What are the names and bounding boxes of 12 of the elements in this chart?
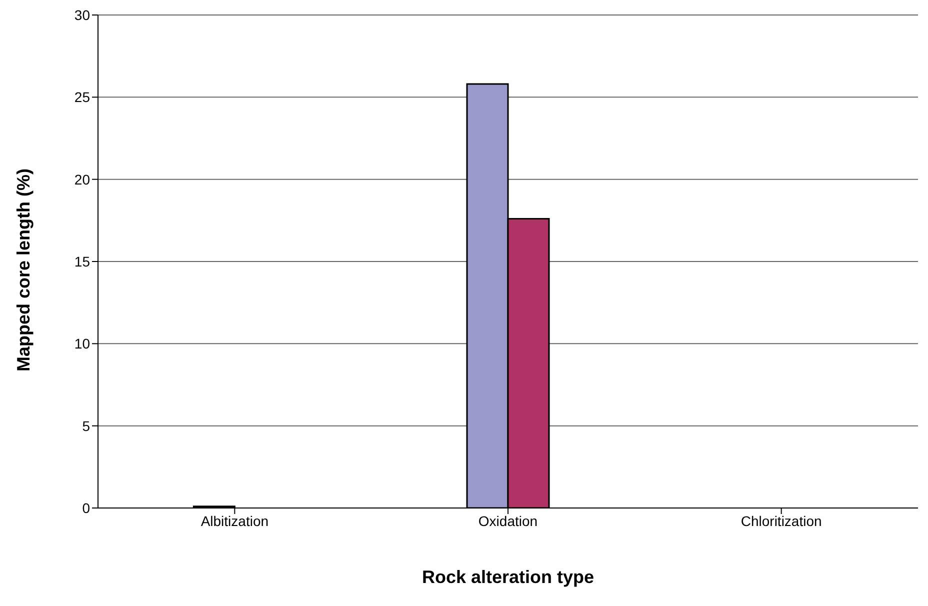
y-tick-label: 25 [74,89,90,106]
y-tick-label: 0 [82,500,90,516]
y-tick-label: 5 [82,418,90,434]
y-axis-title: Mapped core length (%) [13,168,34,372]
y-tick-label: 10 [74,336,90,352]
x-tick-label: Chloritization [740,512,822,529]
y-tick-label: 30 [74,6,90,23]
x-axis-title: Rock alteration type [422,567,594,587]
y-tick-label: 20 [74,171,90,188]
y-tick-label: 15 [74,253,90,270]
x-tick-label: Oxidation [478,512,538,529]
x-tick-label: Albitization [200,512,269,529]
